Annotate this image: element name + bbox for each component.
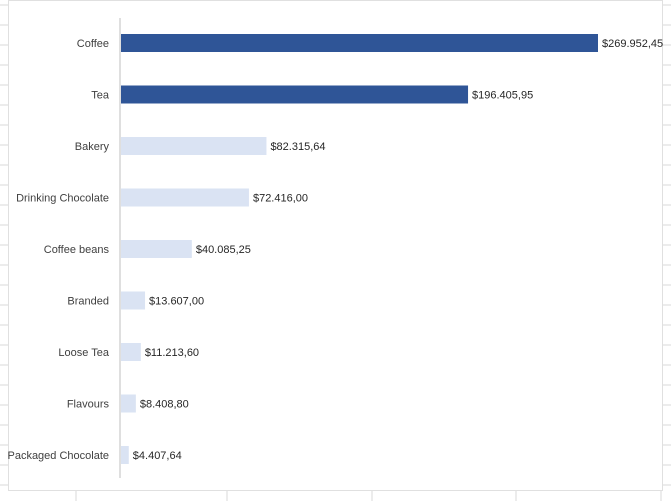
bar-loose-tea <box>121 343 141 361</box>
value-label: $40.085,25 <box>196 244 251 256</box>
bar-tea <box>121 85 469 104</box>
category-labels-group: Coffee Tea Bakery Drinking Chocolate Coffee … <box>7 38 109 462</box>
category-label: Coffee beans <box>44 244 110 256</box>
category-label: Flavours <box>67 399 110 411</box>
value-label: $72.416,00 <box>253 193 308 205</box>
value-label: $8.408,80 <box>140 399 189 411</box>
bar-coffee <box>121 34 598 52</box>
bar-bakery <box>121 137 267 155</box>
category-label: Packaged Chocolate <box>7 450 109 462</box>
value-label: $196.405,95 <box>472 90 533 102</box>
category-label: Drinking Chocolate <box>16 193 109 205</box>
chart-frame <box>8 0 663 491</box>
value-label: $13.607,00 <box>149 296 204 308</box>
bar-drinking-chocolate <box>121 188 249 207</box>
value-label: $269.952,45 <box>602 38 663 50</box>
category-label: Coffee <box>77 38 109 50</box>
bars-group <box>121 34 598 464</box>
bar-coffee-beans <box>121 240 192 258</box>
category-label: Bakery <box>75 141 110 153</box>
category-label: Tea <box>91 90 110 102</box>
value-label: $11.213,60 <box>145 347 199 359</box>
value-labels-group: $269.952,45 $196.405,95 $82.315,64 $72.416,… <box>133 38 663 462</box>
bar-flavours <box>121 394 136 413</box>
bar-branded <box>121 291 146 310</box>
category-label: Loose Tea <box>58 347 109 359</box>
bar-packaged-chocolate <box>121 446 129 464</box>
value-label: $82.315,64 <box>270 141 325 153</box>
category-label: Branded <box>67 296 109 308</box>
value-label: $4.407,64 <box>133 450 182 462</box>
